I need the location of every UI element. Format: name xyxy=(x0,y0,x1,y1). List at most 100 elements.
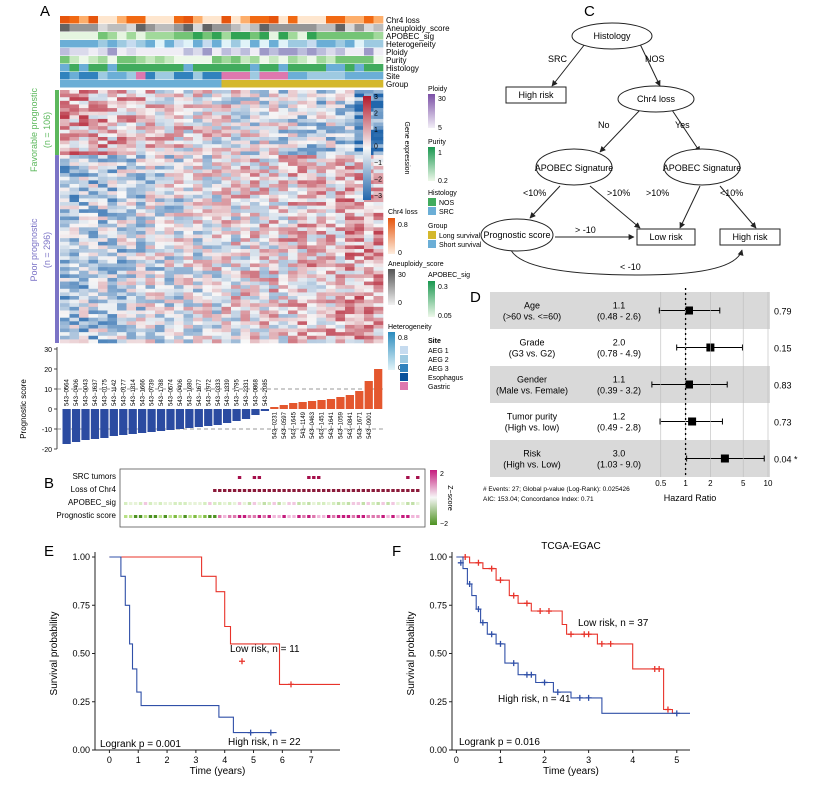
heatmap-cell xyxy=(288,97,298,102)
heatmap-cell xyxy=(259,151,270,156)
heatmap-cell xyxy=(288,126,298,131)
heatmap-cell xyxy=(88,183,99,188)
heatmap-cell xyxy=(107,147,118,152)
heatmap-cell xyxy=(60,133,70,138)
heatmap-cell xyxy=(193,126,203,131)
annotation-cell xyxy=(164,40,175,48)
annotation-cell xyxy=(373,48,384,56)
heatmap-cell xyxy=(183,90,194,94)
heatmap-cell xyxy=(335,205,346,210)
heatmap-cell xyxy=(364,252,374,257)
heatmap-cell xyxy=(259,249,270,253)
heatmap-cell xyxy=(60,223,70,228)
heatmap-cell xyxy=(117,227,127,232)
heatmap-cell xyxy=(155,335,165,340)
heatmap-cell xyxy=(202,267,213,272)
annotation-cell xyxy=(335,72,346,80)
heatmap-cell xyxy=(69,335,80,340)
heatmap-cell xyxy=(60,180,70,185)
heatmap-cell xyxy=(79,321,89,326)
score-bar xyxy=(232,409,241,421)
heatmap-cell xyxy=(278,173,289,178)
km-censor xyxy=(576,694,583,701)
annotation-cell xyxy=(212,24,222,32)
annotation-label: Heterogeneity xyxy=(386,40,436,49)
km-series-label: Low risk, n = 11 xyxy=(230,644,300,655)
heatmap-cell xyxy=(88,155,99,159)
heatmap-cell xyxy=(278,187,289,192)
heatmap-cell xyxy=(98,97,108,102)
heatmap-cell xyxy=(193,317,203,322)
histology-nos: NOS xyxy=(439,200,455,207)
heatmap-cell xyxy=(145,220,156,225)
heatmap-cell xyxy=(174,234,184,239)
annotation-cell xyxy=(69,24,80,32)
heatmap-cell xyxy=(259,194,270,199)
heatmap-cell xyxy=(297,238,308,243)
heatmap-cell xyxy=(231,151,241,156)
heatmap-cell xyxy=(231,173,241,178)
heatmap-cell xyxy=(316,321,327,326)
heatmap-cell xyxy=(316,140,327,145)
heatmap-cell xyxy=(126,209,137,214)
heatmap-cell xyxy=(193,212,203,217)
heatmap-cell xyxy=(297,299,308,304)
heatmap-cell xyxy=(88,332,99,337)
heatmap-cell xyxy=(145,288,156,293)
heatmap-cell xyxy=(326,285,336,290)
heatmap-cell xyxy=(174,335,184,340)
heatmap-cell xyxy=(126,205,137,210)
heatmap-cell xyxy=(278,285,289,290)
heatmap-cell xyxy=(88,180,99,185)
heatmap-cell xyxy=(297,173,308,178)
panel-b-cell xyxy=(143,515,148,518)
km-pvalue: Logrank p = 0.016 xyxy=(459,737,540,748)
heatmap-cell xyxy=(345,187,355,192)
node-chr4 xyxy=(617,85,695,113)
heatmap-cell xyxy=(240,147,251,152)
heatmap-cell xyxy=(326,108,336,112)
heatmap-cell xyxy=(278,216,289,221)
score-bar xyxy=(241,409,251,419)
heatmap-cell xyxy=(60,176,70,181)
heatmap-cell xyxy=(221,144,232,149)
heatmap-cell xyxy=(326,335,336,340)
annotation-cell xyxy=(345,56,355,64)
heatmap-cell xyxy=(145,317,156,322)
heatmap-cell xyxy=(250,339,260,344)
heatmap-cell xyxy=(278,321,289,326)
heatmap-cell xyxy=(136,194,146,199)
heatmap-cell xyxy=(250,324,260,329)
heatmap-cell xyxy=(183,147,194,152)
heatmap-cell xyxy=(335,332,346,337)
heatmap-cell xyxy=(373,122,384,127)
heatmap-cell xyxy=(297,310,308,315)
annotation-cell xyxy=(212,16,222,24)
heatmap-cell xyxy=(155,306,165,311)
heatmap-cell xyxy=(212,256,222,261)
heatmap-cell xyxy=(202,212,213,217)
prognostic-side-bar xyxy=(55,90,59,343)
heatmap-cell xyxy=(155,328,165,333)
heatmap-cell xyxy=(164,223,175,228)
annotation-cell xyxy=(307,72,317,80)
chr4-lo: 0 xyxy=(398,250,402,257)
annotation-cell xyxy=(269,72,279,80)
edge-nos xyxy=(639,43,661,87)
heatmap-cell xyxy=(155,97,165,102)
bar-tick-label: 20 xyxy=(44,367,52,374)
heatmap-cell xyxy=(364,277,374,282)
sample-label: 543−0043 xyxy=(84,378,90,406)
heatmap-cell xyxy=(202,129,213,134)
km-ytick-label: 0.75 xyxy=(429,600,447,610)
heatmap-cell xyxy=(316,256,327,261)
heatmap-cell xyxy=(60,227,70,232)
heatmap-cell xyxy=(174,147,184,152)
panel-b-cell xyxy=(336,502,341,505)
heatmap-cell xyxy=(354,314,365,318)
heatmap-cell xyxy=(316,238,327,243)
site-legend-title: Site xyxy=(428,338,441,345)
km-xtick-label: 0 xyxy=(454,755,459,765)
heatmap-cell xyxy=(174,270,184,275)
heatmap-cell xyxy=(136,306,146,311)
